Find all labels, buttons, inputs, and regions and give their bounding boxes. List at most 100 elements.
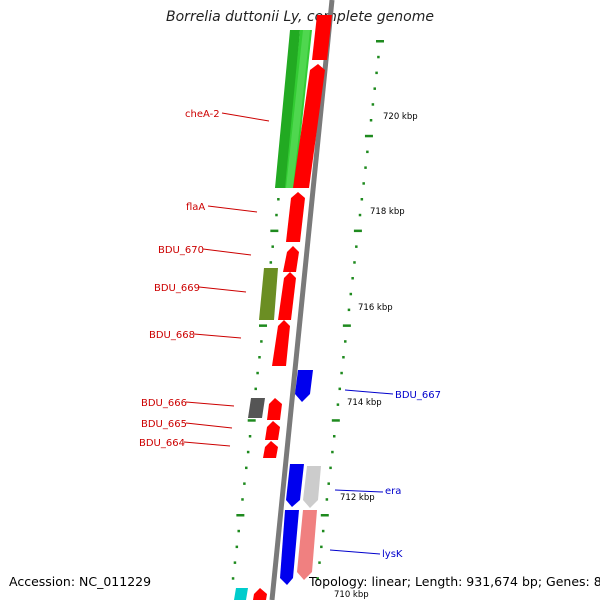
scale-dot — [375, 71, 378, 75]
scale-label: 714 kbp — [347, 398, 382, 408]
scale-dot — [327, 482, 330, 485]
label-leader-line — [334, 489, 384, 493]
scale-dot — [366, 150, 369, 154]
map-title: Borrelia duttonii Ly, complete genome — [166, 9, 434, 25]
left-gene-label[interactable]: BDU_669 — [154, 283, 200, 294]
gene-red-chea[interactable] — [293, 64, 325, 188]
left-gene-label[interactable]: BDU_668 — [149, 330, 195, 341]
scale-dot — [373, 87, 376, 90]
gene-red-bdu664[interactable] — [263, 441, 278, 458]
gene-green-secondary[interactable] — [275, 30, 300, 188]
scale-dot — [342, 356, 345, 359]
genome-summary-text: Topology: linear; Length: 931,674 bp; Ge… — [309, 574, 600, 589]
gene-gray-bdu666[interactable] — [248, 398, 265, 418]
genome-backbone — [269, 0, 335, 600]
scale-dot — [231, 577, 235, 580]
label-leaders — [183, 112, 394, 555]
scale-dot — [376, 40, 384, 43]
label-leader-line — [198, 286, 247, 293]
gene-red-bdu668[interactable] — [272, 320, 290, 366]
gene-lightgray-era[interactable] — [303, 466, 321, 508]
left-gene-labels: cheA-2 flaA BDU_670 BDU_669 BDU_668 BDU_666 BD… — [139, 109, 220, 449]
scale-dot — [360, 198, 364, 201]
scale-dot — [270, 229, 279, 233]
gene-green-large-highlight — [286, 30, 310, 188]
label-leader-line — [344, 389, 394, 395]
gene-red-bdu666[interactable] — [267, 398, 282, 420]
gene-red-bdu670[interactable] — [283, 246, 299, 272]
scale-dot — [369, 119, 373, 122]
left-gene-label[interactable]: BDU_666 — [141, 398, 187, 409]
scale-dot — [260, 340, 263, 343]
scale-dot — [349, 292, 353, 296]
scale-label: 720 kbp — [383, 112, 418, 122]
left-gene-label[interactable]: cheA-2 — [185, 109, 220, 120]
label-leader-line — [202, 248, 252, 256]
scale-dot — [271, 245, 274, 248]
label-leader-line — [329, 549, 381, 555]
left-gene-label[interactable]: BDU_665 — [141, 419, 187, 430]
label-leader-line — [185, 422, 233, 429]
scale-dot — [318, 561, 321, 564]
right-gene-label[interactable]: lysK — [382, 549, 403, 560]
scale-dot — [241, 498, 244, 501]
scale-dot — [377, 55, 380, 59]
gene-cyan-bottom[interactable] — [234, 588, 248, 600]
scale-dot — [243, 482, 246, 485]
scale-label: 718 kbp — [370, 207, 405, 217]
label-leader-line — [193, 333, 242, 339]
gene-blue-bdu667[interactable] — [295, 370, 313, 402]
gene-red-bottom[interactable] — [253, 588, 267, 600]
label-leader-line — [207, 205, 258, 213]
scale-dot — [332, 435, 336, 438]
scale-dot — [355, 245, 358, 248]
left-gene-label[interactable]: BDU_664 — [139, 438, 185, 449]
scale-dot — [247, 419, 256, 422]
scale-dot — [329, 466, 332, 470]
scale-dot — [344, 340, 347, 343]
scale-dot — [342, 324, 351, 327]
right-gene-label[interactable]: era — [385, 486, 401, 497]
label-leader-line — [221, 112, 270, 122]
scale-dot — [277, 198, 280, 201]
scale-dot — [371, 103, 375, 106]
gene-red-flaA[interactable] — [286, 192, 305, 242]
right-scale-dots — [316, 40, 384, 580]
scale-dot — [320, 514, 329, 517]
scale-dot — [340, 371, 343, 375]
scale-dot — [331, 419, 340, 422]
gene-olive-bdu669[interactable] — [259, 268, 278, 320]
scale-dot — [248, 435, 252, 438]
gene-blue-era[interactable] — [286, 464, 304, 507]
right-gene-label[interactable]: BDU_667 — [395, 390, 441, 401]
scale-dot — [351, 277, 354, 280]
scale-dot — [358, 213, 362, 217]
scale-dot — [364, 166, 367, 169]
scale-dot — [338, 387, 342, 391]
scale-label: 712 kbp — [340, 493, 375, 503]
genes-group — [234, 15, 332, 600]
gene-blue-lysk[interactable] — [280, 510, 299, 585]
label-leader-line — [183, 441, 231, 447]
scale-dot — [246, 450, 250, 454]
scale-dot — [258, 356, 261, 359]
gene-pink-lysk[interactable] — [297, 510, 317, 580]
left-gene-label[interactable]: flaA — [186, 202, 205, 213]
scale-dot — [336, 403, 340, 406]
gene-red-top[interactable] — [312, 15, 332, 60]
scale-dot — [235, 545, 239, 549]
accession-text: Accession: NC_011229 — [9, 574, 152, 589]
gene-red-mid[interactable] — [278, 272, 296, 320]
scale-dot — [353, 229, 362, 233]
scale-dot — [275, 213, 278, 217]
gene-red-bdu665[interactable] — [265, 421, 280, 440]
scale-dot — [237, 529, 240, 533]
left-gene-label[interactable]: BDU_670 — [158, 245, 204, 256]
scale-dot — [233, 561, 237, 564]
scale-dot — [364, 134, 373, 138]
scale-dot — [316, 577, 319, 580]
scale-dot — [254, 387, 257, 391]
scale-dot — [245, 466, 248, 470]
